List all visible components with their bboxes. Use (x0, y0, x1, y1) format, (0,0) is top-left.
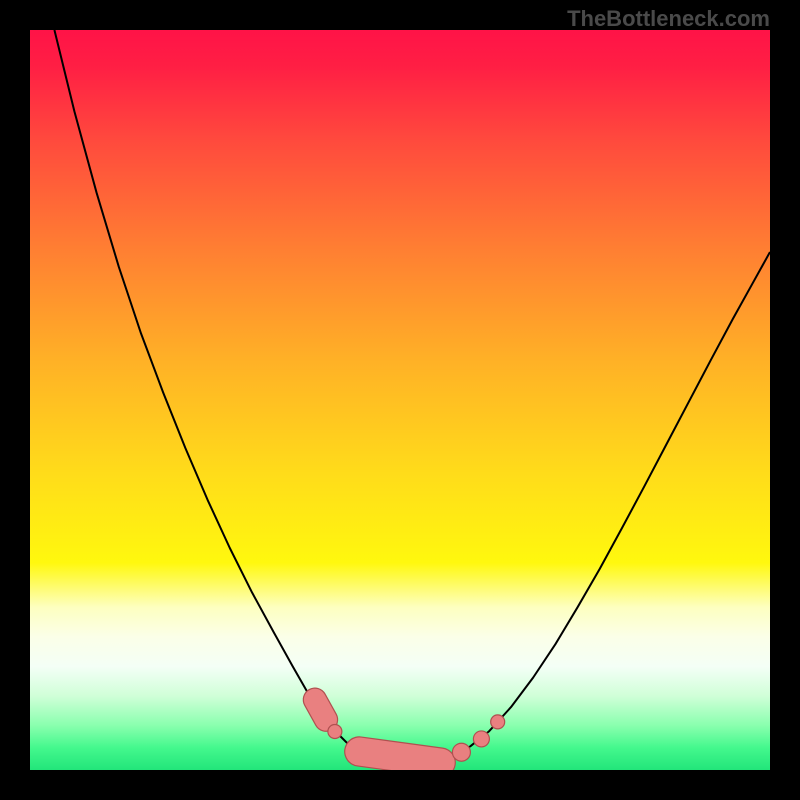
curve-marker-segment (315, 700, 326, 720)
curve-marker (473, 731, 489, 747)
chart-container: TheBottleneck.com (0, 0, 800, 800)
curve-marker (491, 715, 505, 729)
gradient-background (30, 30, 770, 770)
curve-marker-segment (359, 752, 440, 763)
watermark-text: TheBottleneck.com (567, 6, 770, 32)
curve-marker (328, 725, 342, 739)
gradient-plot (30, 30, 770, 770)
curve-marker (452, 743, 470, 761)
